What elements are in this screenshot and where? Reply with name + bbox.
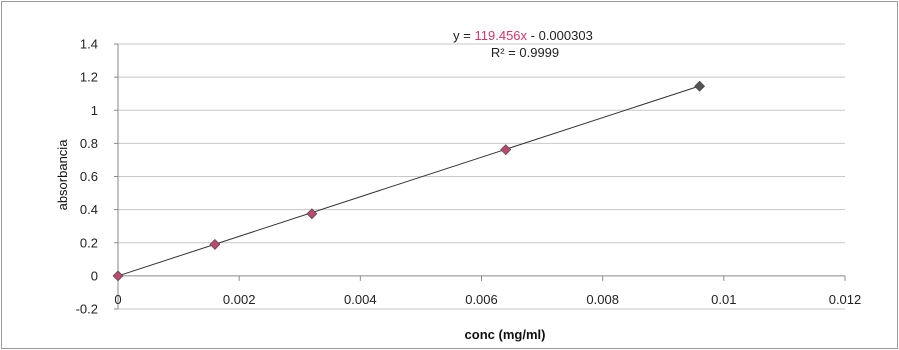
y-tick-label: 1.4 [80,37,98,52]
y-tick-label: 0.2 [80,235,98,250]
x-tick-labels: 0 0.002 0.004 0.006 0.008 0.01 0.012 [114,292,861,307]
data-point [500,144,512,156]
y-tick-label: -0.2 [76,302,98,317]
y-tick-label: 0 [91,268,98,283]
equation-suffix: - 0.000303 [527,28,593,43]
x-tick-label: 0.01 [711,292,736,307]
gridlines [118,43,845,310]
data-points [112,80,706,282]
x-tick-label: 0.004 [344,292,377,307]
trendline-equation: y = 119.456x - 0.000303 [453,28,593,43]
equation-coefficient: 119.456x [475,28,528,43]
equation-prefix: y = [453,28,474,43]
data-point [209,238,221,250]
y-axis-title: absorbancia [55,139,70,211]
data-point [694,80,706,92]
data-point [112,270,124,282]
y-tick-labels: -0.2 0 0.2 0.4 0.6 0.8 1 1.2 1.4 [76,37,98,317]
x-axis-title: conc (mg/ml) [465,327,546,342]
y-tick-label: 0.4 [80,202,98,217]
r-squared-label: R² = 0.9999 [491,45,559,60]
y-tick-label: 0.6 [80,169,98,184]
x-tick-label: 0 [114,292,121,307]
x-tick-label: 0.008 [586,292,619,307]
y-tick-label: 1.2 [80,70,98,85]
data-point [306,208,318,220]
x-tick-label: 0.012 [829,292,862,307]
x-tick-label: 0.006 [465,292,498,307]
y-tick-label: 1 [91,103,98,118]
y-tick-label: 0.8 [80,136,98,151]
x-tick-label: 0.002 [223,292,256,307]
